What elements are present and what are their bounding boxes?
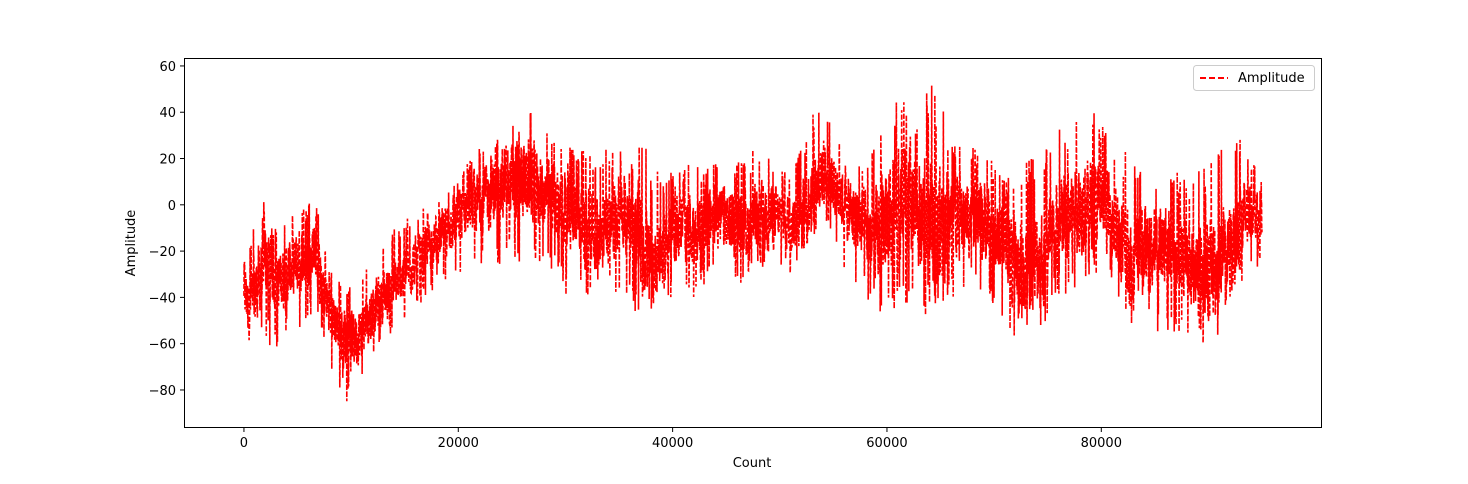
y-tick-label: 40 xyxy=(159,106,176,121)
x-tick-label: 80000 xyxy=(1081,436,1122,451)
y-tick-label: 60 xyxy=(159,60,176,75)
x-tick-label: 20000 xyxy=(438,436,479,451)
series-line-amplitude xyxy=(243,85,1263,402)
legend-box xyxy=(1193,65,1315,91)
y-tick-label: −80 xyxy=(149,384,176,399)
x-axis-label: Count xyxy=(733,456,772,471)
y-tick-label: −20 xyxy=(149,245,176,260)
y-axis: −80 −60 −40 −20 0 20 40 60 xyxy=(149,60,185,399)
y-tick-label: 20 xyxy=(159,153,176,168)
y-tick-label: 0 xyxy=(168,199,176,214)
x-axis: 0 20000 40000 60000 80000 xyxy=(240,427,1122,451)
y-tick-label: −60 xyxy=(149,338,176,353)
x-tick-label: 60000 xyxy=(866,436,907,451)
x-tick-label: 0 xyxy=(240,436,248,451)
x-tick-label: 40000 xyxy=(652,436,693,451)
legend-label-amplitude: Amplitude xyxy=(1238,71,1305,86)
legend: Amplitude xyxy=(1193,65,1315,91)
y-axis-label: Amplitude xyxy=(124,210,139,277)
plot-area-frame xyxy=(184,58,1322,428)
y-tick-label: −40 xyxy=(149,291,176,306)
